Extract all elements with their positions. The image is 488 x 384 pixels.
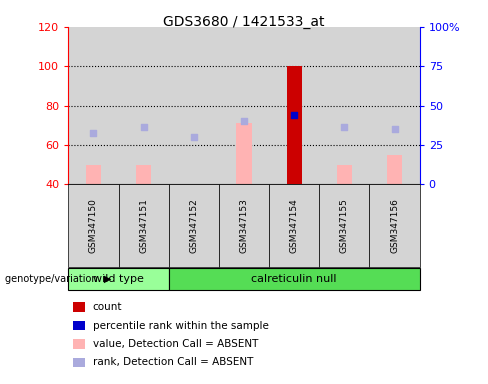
Point bbox=[290, 113, 298, 119]
Text: count: count bbox=[93, 302, 122, 312]
Bar bbox=[269, 27, 319, 184]
Point bbox=[190, 134, 198, 140]
Text: GDS3680 / 1421533_at: GDS3680 / 1421533_at bbox=[163, 15, 325, 29]
Bar bbox=[68, 27, 119, 184]
Point bbox=[240, 118, 248, 124]
Text: GSM347156: GSM347156 bbox=[390, 198, 399, 253]
Text: rank, Detection Call = ABSENT: rank, Detection Call = ABSENT bbox=[93, 358, 253, 367]
Bar bbox=[237, 123, 251, 184]
Point bbox=[89, 130, 97, 136]
Point bbox=[140, 124, 147, 130]
Text: GSM347153: GSM347153 bbox=[240, 198, 248, 253]
Point bbox=[341, 124, 348, 130]
Text: GSM347151: GSM347151 bbox=[139, 198, 148, 253]
Bar bbox=[319, 27, 369, 184]
Text: calreticulin null: calreticulin null bbox=[251, 274, 337, 284]
Text: percentile rank within the sample: percentile rank within the sample bbox=[93, 321, 268, 331]
Bar bbox=[136, 165, 151, 184]
Text: GSM347150: GSM347150 bbox=[89, 198, 98, 253]
Text: value, Detection Call = ABSENT: value, Detection Call = ABSENT bbox=[93, 339, 258, 349]
Bar bbox=[169, 27, 219, 184]
Bar bbox=[369, 27, 420, 184]
Point bbox=[391, 126, 399, 132]
Bar bbox=[387, 155, 402, 184]
Text: GSM347154: GSM347154 bbox=[290, 198, 299, 253]
Bar bbox=[337, 165, 352, 184]
Text: wild type: wild type bbox=[93, 274, 144, 284]
Bar bbox=[86, 165, 101, 184]
Bar bbox=[119, 27, 169, 184]
Text: GSM347152: GSM347152 bbox=[189, 198, 198, 253]
Bar bbox=[286, 66, 302, 184]
Bar bbox=[219, 27, 269, 184]
Text: genotype/variation  ▶: genotype/variation ▶ bbox=[5, 274, 111, 284]
Text: GSM347155: GSM347155 bbox=[340, 198, 349, 253]
